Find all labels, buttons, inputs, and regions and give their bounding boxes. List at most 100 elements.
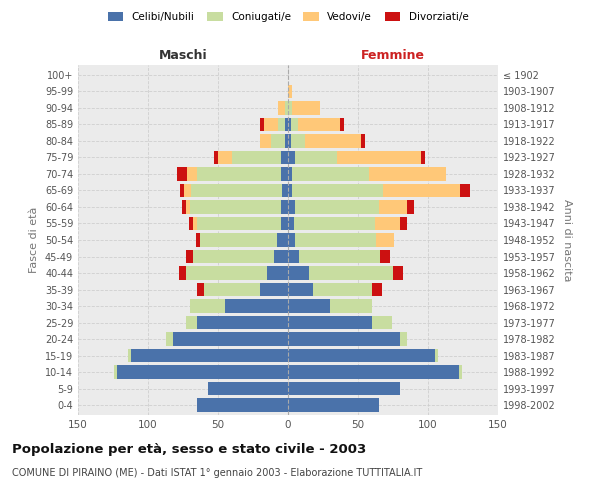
Bar bbox=[197, 398, 288, 412]
Bar bbox=[204, 283, 260, 296]
Bar bbox=[178, 167, 187, 180]
Bar bbox=[193, 250, 274, 264]
Bar bbox=[285, 101, 288, 114]
Bar bbox=[379, 200, 407, 214]
Bar bbox=[361, 134, 365, 147]
Bar bbox=[283, 184, 288, 197]
Bar bbox=[291, 118, 298, 131]
Bar bbox=[288, 134, 291, 147]
Bar bbox=[291, 134, 305, 147]
Bar bbox=[278, 101, 285, 114]
Bar bbox=[292, 167, 369, 180]
Y-axis label: Fasce di età: Fasce di età bbox=[29, 207, 39, 273]
Bar bbox=[184, 184, 191, 197]
Bar bbox=[281, 150, 288, 164]
Bar bbox=[400, 332, 407, 346]
Bar bbox=[193, 216, 197, 230]
Bar bbox=[421, 150, 425, 164]
Bar bbox=[188, 216, 193, 230]
Bar bbox=[288, 184, 292, 197]
Bar bbox=[380, 250, 390, 264]
Bar bbox=[186, 316, 197, 330]
Bar bbox=[288, 300, 330, 313]
Bar bbox=[288, 101, 292, 114]
Bar bbox=[288, 316, 372, 330]
Bar bbox=[225, 300, 288, 313]
Bar bbox=[196, 233, 200, 247]
Bar bbox=[285, 134, 288, 147]
Bar bbox=[376, 233, 394, 247]
Bar bbox=[383, 184, 460, 197]
Bar bbox=[288, 84, 292, 98]
Bar bbox=[128, 349, 131, 362]
Bar bbox=[340, 118, 344, 131]
Bar bbox=[180, 184, 184, 197]
Text: COMUNE DI PIRAINO (ME) - Dati ISTAT 1° gennaio 2003 - Elaborazione TUTTITALIA.IT: COMUNE DI PIRAINO (ME) - Dati ISTAT 1° g… bbox=[12, 468, 422, 477]
Bar bbox=[288, 233, 295, 247]
Bar bbox=[197, 283, 204, 296]
Bar bbox=[459, 366, 461, 379]
Bar bbox=[115, 366, 117, 379]
Bar bbox=[372, 283, 382, 296]
Bar bbox=[267, 266, 288, 280]
Bar bbox=[274, 250, 288, 264]
Bar bbox=[166, 332, 173, 346]
Bar bbox=[277, 233, 288, 247]
Bar bbox=[285, 118, 288, 131]
Bar bbox=[288, 150, 295, 164]
Bar bbox=[288, 332, 400, 346]
Bar bbox=[372, 316, 392, 330]
Bar bbox=[295, 150, 337, 164]
Bar bbox=[292, 101, 320, 114]
Bar bbox=[288, 266, 309, 280]
Bar bbox=[293, 216, 375, 230]
Bar bbox=[214, 150, 218, 164]
Bar bbox=[186, 200, 190, 214]
Bar bbox=[208, 382, 288, 396]
Bar bbox=[299, 250, 380, 264]
Bar bbox=[281, 200, 288, 214]
Bar bbox=[264, 118, 278, 131]
Bar bbox=[281, 167, 288, 180]
Bar bbox=[400, 216, 407, 230]
Bar bbox=[190, 200, 281, 214]
Bar bbox=[197, 316, 288, 330]
Bar bbox=[330, 300, 372, 313]
Y-axis label: Anni di nascita: Anni di nascita bbox=[562, 198, 572, 281]
Bar bbox=[288, 250, 299, 264]
Bar bbox=[186, 266, 267, 280]
Bar bbox=[460, 184, 470, 197]
Bar bbox=[260, 283, 288, 296]
Bar bbox=[298, 118, 340, 131]
Bar bbox=[288, 118, 291, 131]
Bar bbox=[288, 216, 293, 230]
Bar bbox=[292, 184, 383, 197]
Bar bbox=[288, 200, 295, 214]
Bar bbox=[295, 200, 379, 214]
Bar bbox=[186, 250, 193, 264]
Bar bbox=[117, 366, 288, 379]
Bar bbox=[375, 216, 400, 230]
Bar bbox=[309, 266, 393, 280]
Bar bbox=[435, 349, 438, 362]
Bar bbox=[288, 283, 313, 296]
Bar bbox=[305, 134, 361, 147]
Bar bbox=[187, 167, 197, 180]
Bar bbox=[281, 216, 288, 230]
Bar bbox=[288, 167, 292, 180]
Bar bbox=[179, 266, 186, 280]
Bar bbox=[190, 300, 225, 313]
Bar bbox=[260, 134, 271, 147]
Text: Femmine: Femmine bbox=[361, 48, 425, 62]
Bar bbox=[288, 349, 435, 362]
Bar bbox=[173, 332, 288, 346]
Bar bbox=[295, 233, 376, 247]
Text: Maschi: Maschi bbox=[158, 48, 208, 62]
Bar bbox=[271, 134, 285, 147]
Bar bbox=[200, 233, 277, 247]
Bar bbox=[278, 118, 285, 131]
Bar bbox=[131, 349, 288, 362]
Bar bbox=[313, 283, 372, 296]
Bar bbox=[191, 184, 283, 197]
Text: Popolazione per età, sesso e stato civile - 2003: Popolazione per età, sesso e stato civil… bbox=[12, 442, 366, 456]
